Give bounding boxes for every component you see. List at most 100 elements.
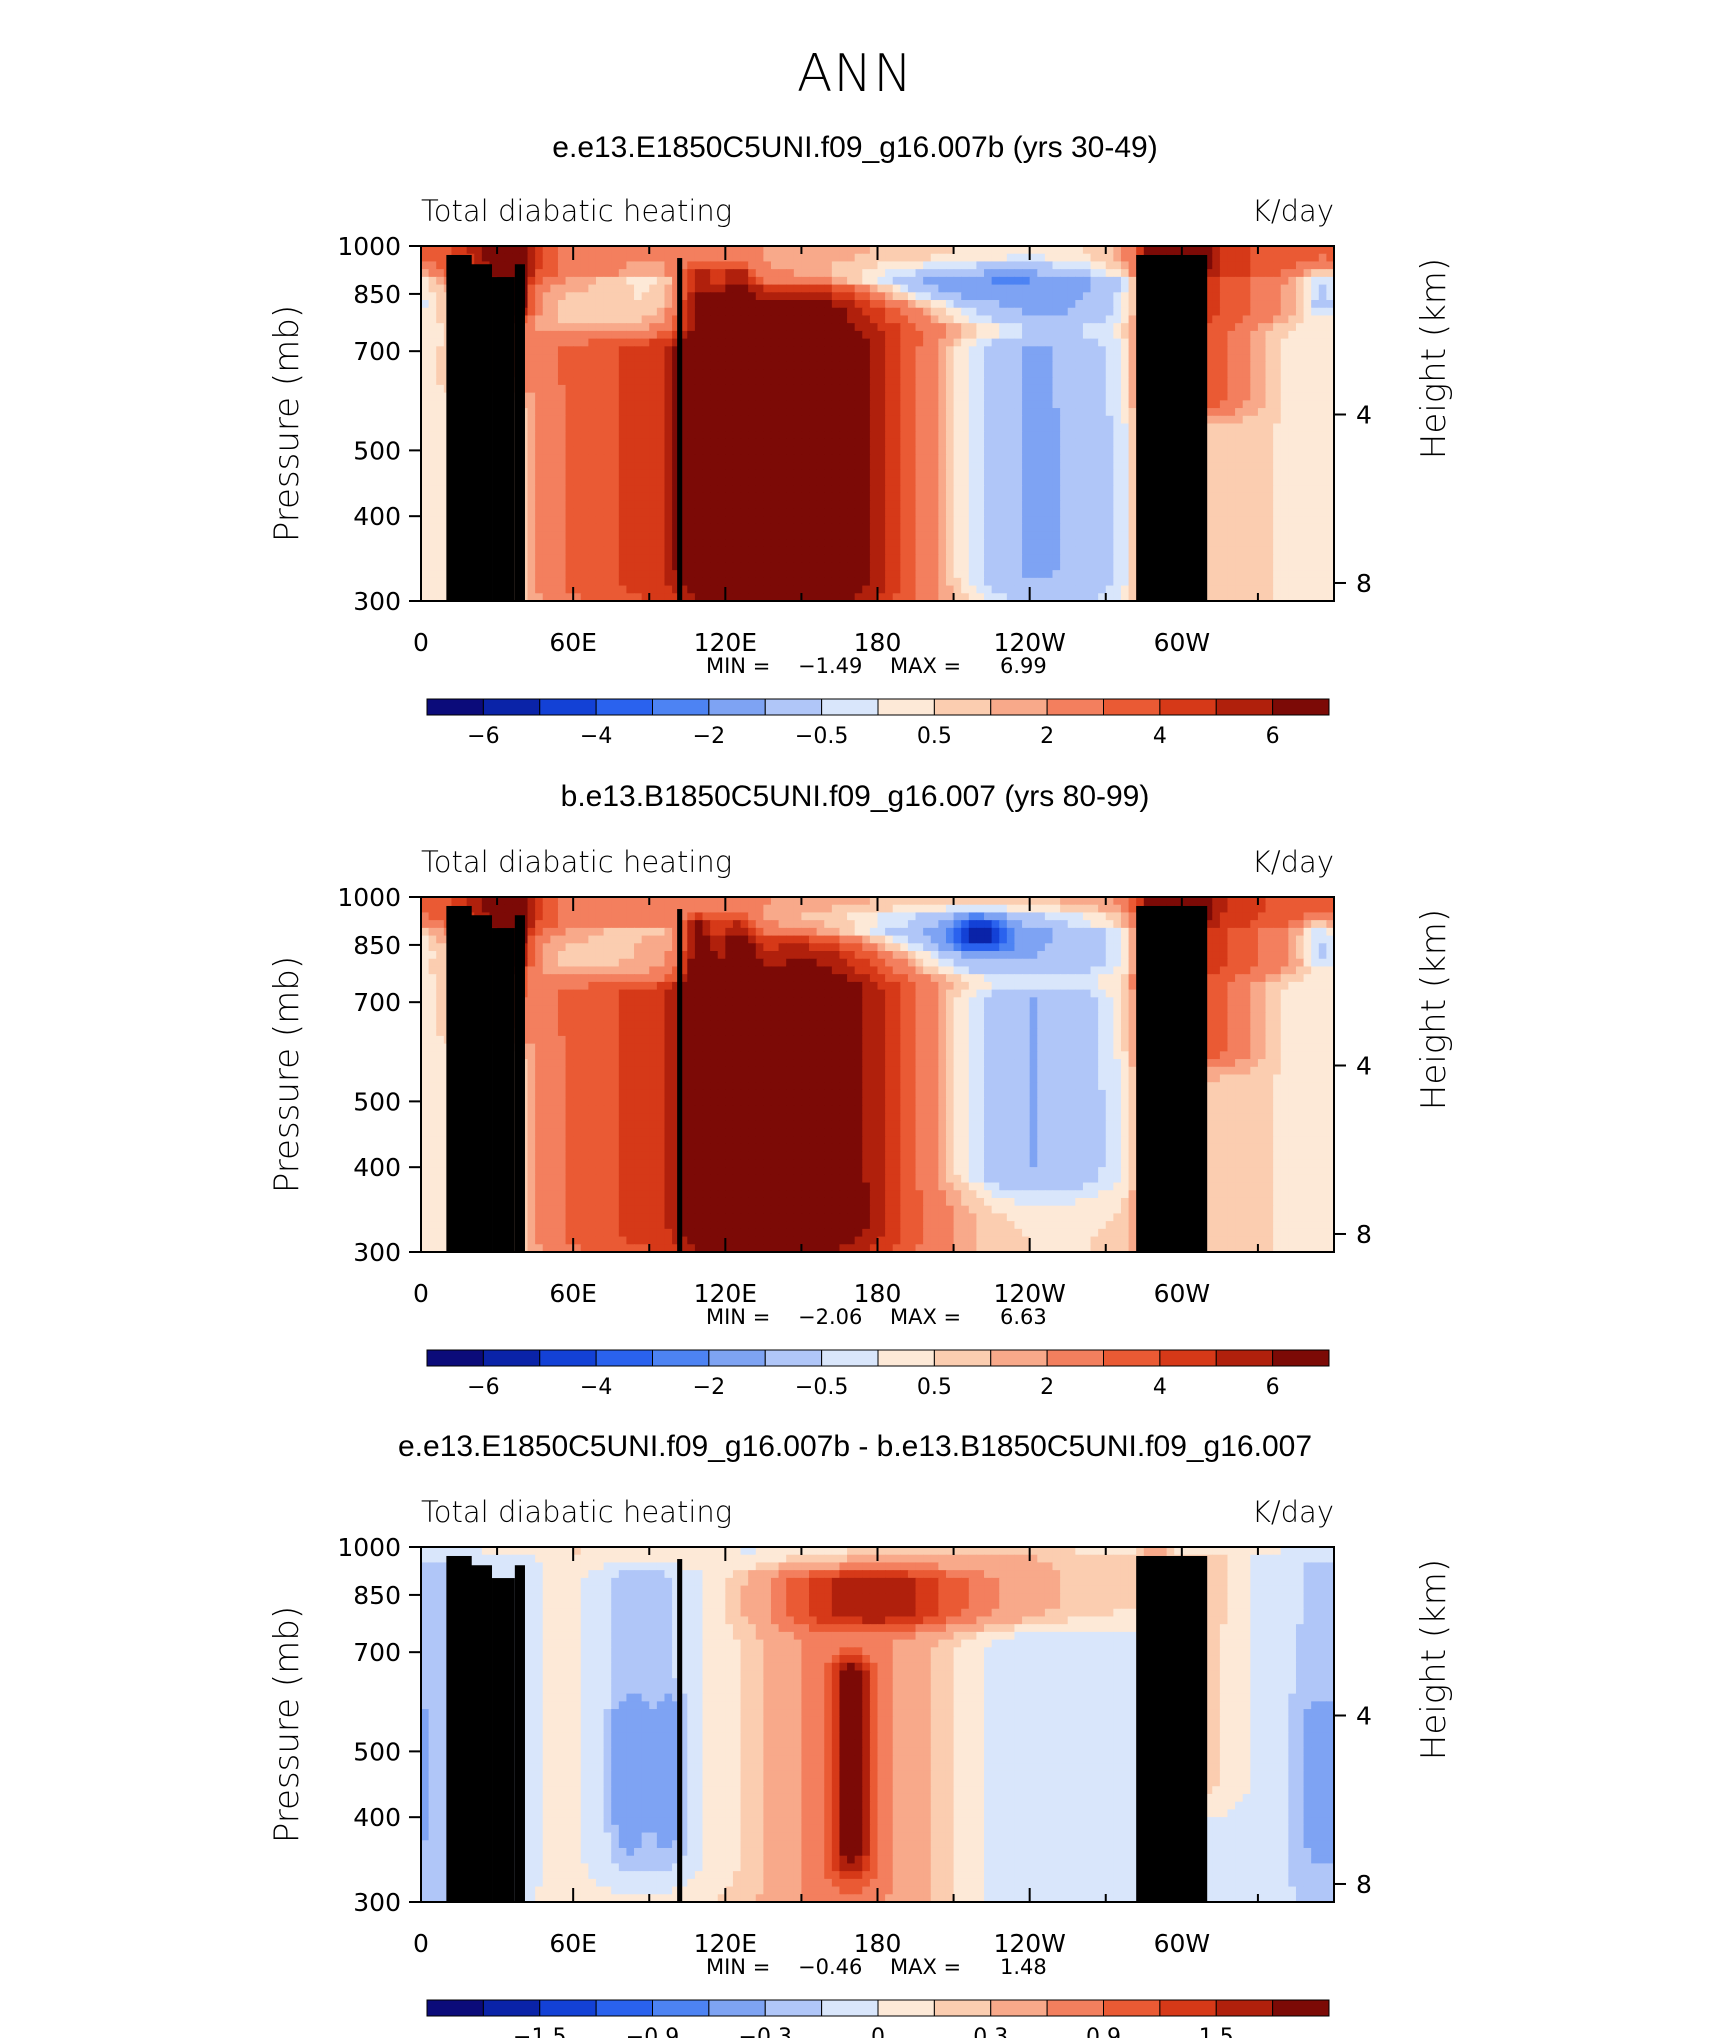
colorbar-swatch [933, 698, 992, 716]
colorbar-tick-label: −4 [580, 724, 612, 749]
min-value: −2.06 [798, 1305, 862, 1329]
colorbar-tick-label: 4 [1153, 1375, 1167, 1400]
colorbar-swatch [933, 1999, 992, 2017]
y-right-tick-label: 4 [1356, 1701, 1372, 1730]
y-axis-label: Pressure (mb) [267, 956, 307, 1193]
x-tick-label: 60W [1154, 628, 1211, 657]
colorbar-tick-label: −0.3 [739, 2025, 792, 2038]
y-axis-right-label: Height (km) [1414, 258, 1454, 459]
colorbar-swatch [539, 1999, 597, 2017]
colorbar-swatch [821, 1999, 879, 2017]
y-tick-label: 500 [353, 1737, 401, 1766]
y-tick-label: 300 [353, 1888, 401, 1917]
colorbar-swatch [426, 698, 484, 716]
colorbar-swatch [990, 1349, 1048, 1367]
colorbar-tick-label: 0.9 [1086, 2025, 1121, 2038]
colorbar: −1.5 −0.9 −0.3 0 0.3 0.9 1.5 [426, 1999, 1330, 2038]
panel-3-field [421, 1547, 1334, 1902]
y-right-tick-label: 8 [1356, 1220, 1372, 1249]
colorbar-swatch [426, 1349, 484, 1367]
x-tick-label: 60E [549, 628, 597, 657]
colorbar-swatch [539, 1349, 597, 1367]
y-tick-label: 1000 [337, 1533, 401, 1562]
y-tick-label: 300 [353, 1238, 401, 1267]
colorbar-tick-label: −0.9 [626, 2025, 679, 2038]
panel-2-title: b.e13.B1850C5UNI.f09_g16.007 (yrs 80-99) [560, 780, 1150, 813]
max-label: MAX = [890, 1955, 961, 1979]
colorbar-swatch [821, 698, 879, 716]
colorbar-swatch [1046, 1349, 1104, 1367]
x-tick-label: 60W [1154, 1279, 1211, 1308]
colorbar-swatch [1215, 698, 1274, 716]
colorbar-tick-label: 1.5 [1199, 2025, 1234, 2038]
colorbar-tick-label: 6 [1266, 724, 1280, 749]
colorbar-swatch [877, 1349, 935, 1367]
x-tick-label: 120W [993, 1929, 1065, 1958]
subtitle-left: Total diabatic heating [421, 845, 732, 879]
panel-1-title: e.e13.E1850C5UNI.f09_g16.007b (yrs 30-49… [552, 131, 1158, 164]
colorbar-swatch [1159, 1349, 1217, 1367]
colorbar-tick-label: −6 [467, 724, 499, 749]
panel-3: Total diabatic heating K/day3004005007008… [267, 1495, 1454, 2038]
y-tick-label: 850 [353, 280, 401, 309]
topography-block [1138, 264, 1144, 601]
colorbar: −6 −4 −2 −0.5 0.5 2 4 6 [426, 698, 1330, 749]
colorbar-swatch [595, 698, 653, 716]
topography-block [456, 1565, 493, 1902]
colorbar-swatch [482, 1349, 541, 1367]
y-tick-label: 850 [353, 931, 401, 960]
y-tick-label: 850 [353, 1581, 401, 1610]
x-tick-label: 0 [413, 628, 429, 657]
colorbar-swatch [933, 1349, 992, 1367]
topography-block [514, 1565, 525, 1902]
min-label: MIN = [706, 654, 770, 678]
colorbar-swatch [595, 1999, 653, 2017]
y-tick-label: 700 [353, 988, 401, 1017]
x-tick-label: 0 [413, 1929, 429, 1958]
colorbar-swatch [426, 1999, 484, 2017]
y-tick-label: 500 [353, 1087, 401, 1116]
topography-block [492, 277, 515, 601]
colorbar-tick-label: 4 [1153, 724, 1167, 749]
y-tick-label: 500 [353, 436, 401, 465]
topography-block [1136, 1555, 1208, 1902]
colorbar-tick-label: −4 [580, 1375, 612, 1400]
colorbar-swatch [1103, 698, 1161, 716]
colorbar-tick-label: 2 [1040, 724, 1054, 749]
colorbar-tick-label: 0 [871, 2025, 885, 2038]
colorbar-swatch [708, 1349, 766, 1367]
x-tick-label: 120E [694, 628, 758, 657]
colorbar-swatch [990, 1999, 1048, 2017]
colorbar-swatch [1215, 1349, 1274, 1367]
colorbar-swatch [877, 1999, 935, 2017]
colorbar-swatch [1159, 698, 1217, 716]
x-tick-label: 60E [549, 1929, 597, 1958]
subtitle-left: Total diabatic heating [421, 1495, 732, 1529]
x-tick-label: 180 [854, 628, 902, 657]
x-tick-label: 120E [694, 1929, 758, 1958]
subtitle-left: Total diabatic heating [421, 194, 732, 228]
colorbar-tick-label: 6 [1266, 1375, 1280, 1400]
colorbar: −6 −4 −2 −0.5 0.5 2 4 6 [426, 1349, 1330, 1400]
colorbar-swatch [652, 1999, 710, 2017]
panel-3-title: e.e13.E1850C5UNI.f09_g16.007b - b.e13.B1… [397, 1430, 1313, 1463]
colorbar-swatch [708, 1999, 766, 2017]
topography-block [456, 264, 493, 601]
max-label: MAX = [890, 654, 961, 678]
figure-title: ANN [796, 44, 914, 104]
y-right-tick-label: 8 [1356, 569, 1372, 598]
colorbar-tick-label: 0.5 [917, 1375, 952, 1400]
colorbar-swatch [652, 698, 710, 716]
x-tick-label: 180 [854, 1929, 902, 1958]
subtitle-right: K/day [1252, 1495, 1334, 1529]
max-label: MAX = [890, 1305, 961, 1329]
x-tick-label: 60W [1154, 1929, 1211, 1958]
colorbar-swatch [990, 698, 1048, 716]
topography-block [492, 1578, 515, 1902]
max-value: 6.99 [1000, 654, 1047, 678]
min-value: −0.46 [798, 1955, 862, 1979]
colorbar-swatch [652, 1349, 710, 1367]
y-tick-label: 1000 [337, 883, 401, 912]
max-value: 6.63 [1000, 1305, 1047, 1329]
y-tick-label: 1000 [337, 232, 401, 261]
